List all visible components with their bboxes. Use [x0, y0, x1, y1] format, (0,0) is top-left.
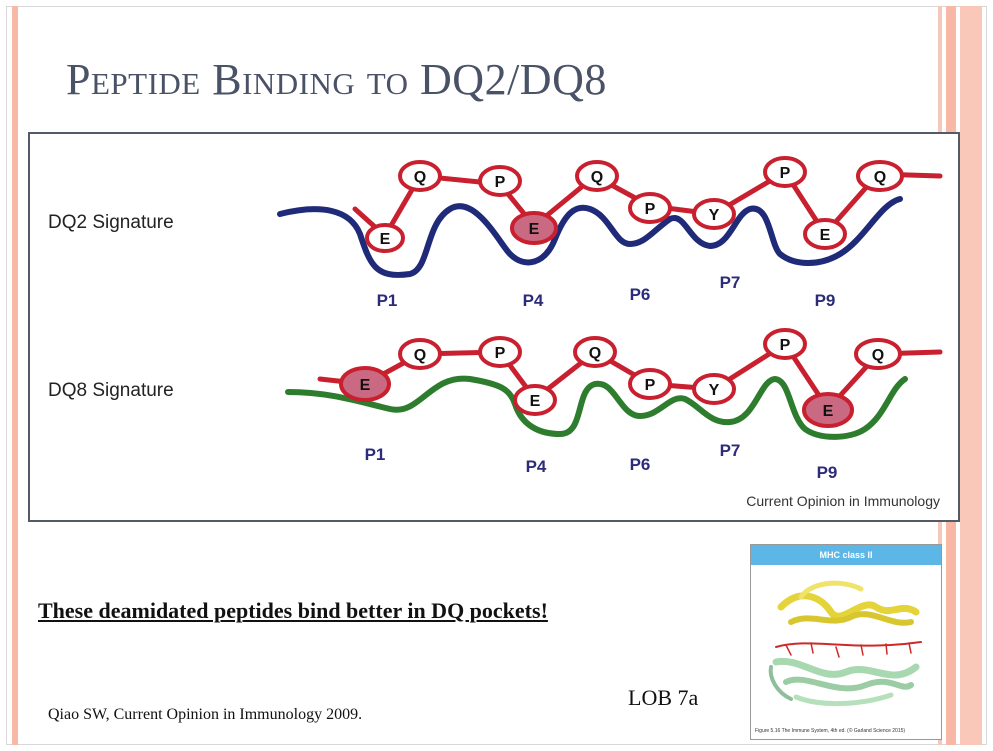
left-accent-stripe [12, 6, 18, 745]
dq2-residue-10: Q [858, 162, 902, 190]
dq2-residue-1: E [367, 225, 403, 251]
dq8-residue-5-label: Q [589, 345, 601, 362]
dq2-residue-6-label: P [645, 201, 656, 218]
dq8-residue-7: Y [694, 375, 734, 403]
slide-title: Peptide Binding to DQ2/DQ8 [66, 54, 607, 105]
dq2-pocket-p1: P1 [377, 291, 398, 310]
dq8-residue-5: Q [575, 338, 615, 366]
dq8-residue-2-label: Q [414, 347, 426, 364]
dq8-residue-3: P [480, 338, 520, 366]
citation: Qiao SW, Current Opinion in Immunology 2… [48, 706, 362, 724]
dq2-residue-4-label: E [529, 221, 540, 238]
dq8-pocket-p6: P6 [630, 455, 651, 474]
dq2-pocket-p4: P4 [523, 291, 544, 310]
dq2-residue-10-label: Q [874, 169, 886, 186]
dq2-residue-7-label: Y [709, 207, 720, 224]
dq8-pocket-p7: P7 [720, 441, 741, 460]
dq8-residue-7-label: Y [709, 382, 720, 399]
dq8-residue-9-label: E [823, 403, 834, 420]
dq8-residue-1-label: E [360, 377, 371, 394]
figure-credit: Current Opinion in Immunology [746, 493, 940, 509]
dq2-pocket-p7: P7 [720, 273, 741, 292]
dq2-residue-4: E [512, 213, 556, 243]
dq2-residue-1-label: E [380, 231, 391, 248]
dq8-pocket-p4: P4 [526, 457, 547, 476]
dq2-residue-9: E [805, 220, 845, 248]
dq2-residue-2: Q [400, 162, 440, 190]
dq8-pocket-p9: P9 [817, 463, 838, 482]
dq8-residue-8: P [765, 330, 805, 358]
key-statement: These deamidated peptides bind better in… [38, 598, 548, 624]
dq2-pocket-p9: P9 [815, 291, 836, 310]
dq2-residue-5-label: Q [591, 169, 603, 186]
dq8-residue-4-label: E [530, 393, 541, 410]
dq8-residue-10: Q [856, 340, 900, 368]
right-accent-stripe-3 [960, 6, 982, 745]
peptide-binding-figure: DQ2 Signature E Q P E Q P Y P E Q P1 P4 … [28, 132, 960, 522]
dq8-signature-label: DQ8 Signature [48, 380, 174, 401]
dq2-residue-8-label: P [780, 165, 791, 182]
dq2-pocket-p6: P6 [630, 285, 651, 304]
dq8-residue-10-label: Q [872, 347, 884, 364]
dq8-pocket-p1: P1 [365, 445, 386, 464]
dq2-residue-5: Q [577, 162, 617, 190]
mhc-ribbon-illustration [751, 567, 941, 727]
mhc-image-header: MHC class II [751, 545, 941, 565]
dq2-residue-8: P [765, 158, 805, 186]
dq8-residue-9: E [804, 394, 852, 426]
dq8-residue-6: P [630, 370, 670, 398]
dq8-residue-1: E [341, 368, 389, 400]
dq8-residue-3-label: P [495, 345, 506, 362]
dq2-residue-7: Y [694, 200, 734, 228]
dq8-residue-4: E [515, 386, 555, 414]
dq2-residue-3-label: P [495, 174, 506, 191]
lob-label: LOB 7a [628, 685, 698, 711]
dq8-residue-6-label: P [645, 377, 656, 394]
dq2-signature-label: DQ2 Signature [48, 212, 174, 233]
dq2-residue-2-label: Q [414, 169, 426, 186]
dq8-residue-8-label: P [780, 337, 791, 354]
mhc-image-caption: Figure 5.16 The Immune System, 4th ed. (… [755, 728, 941, 734]
dq2-residue-3: P [480, 167, 520, 195]
dq8-residue-2: Q [400, 340, 440, 368]
dq2-residue-9-label: E [820, 227, 831, 244]
dq2-residue-6: P [630, 194, 670, 222]
mhc-class-ii-structure-image: MHC class II Figure 5.16 The Immune Syst… [750, 544, 942, 740]
peptide-binding-diagram: DQ2 Signature E Q P E Q P Y P E Q P1 P4 … [30, 134, 958, 520]
